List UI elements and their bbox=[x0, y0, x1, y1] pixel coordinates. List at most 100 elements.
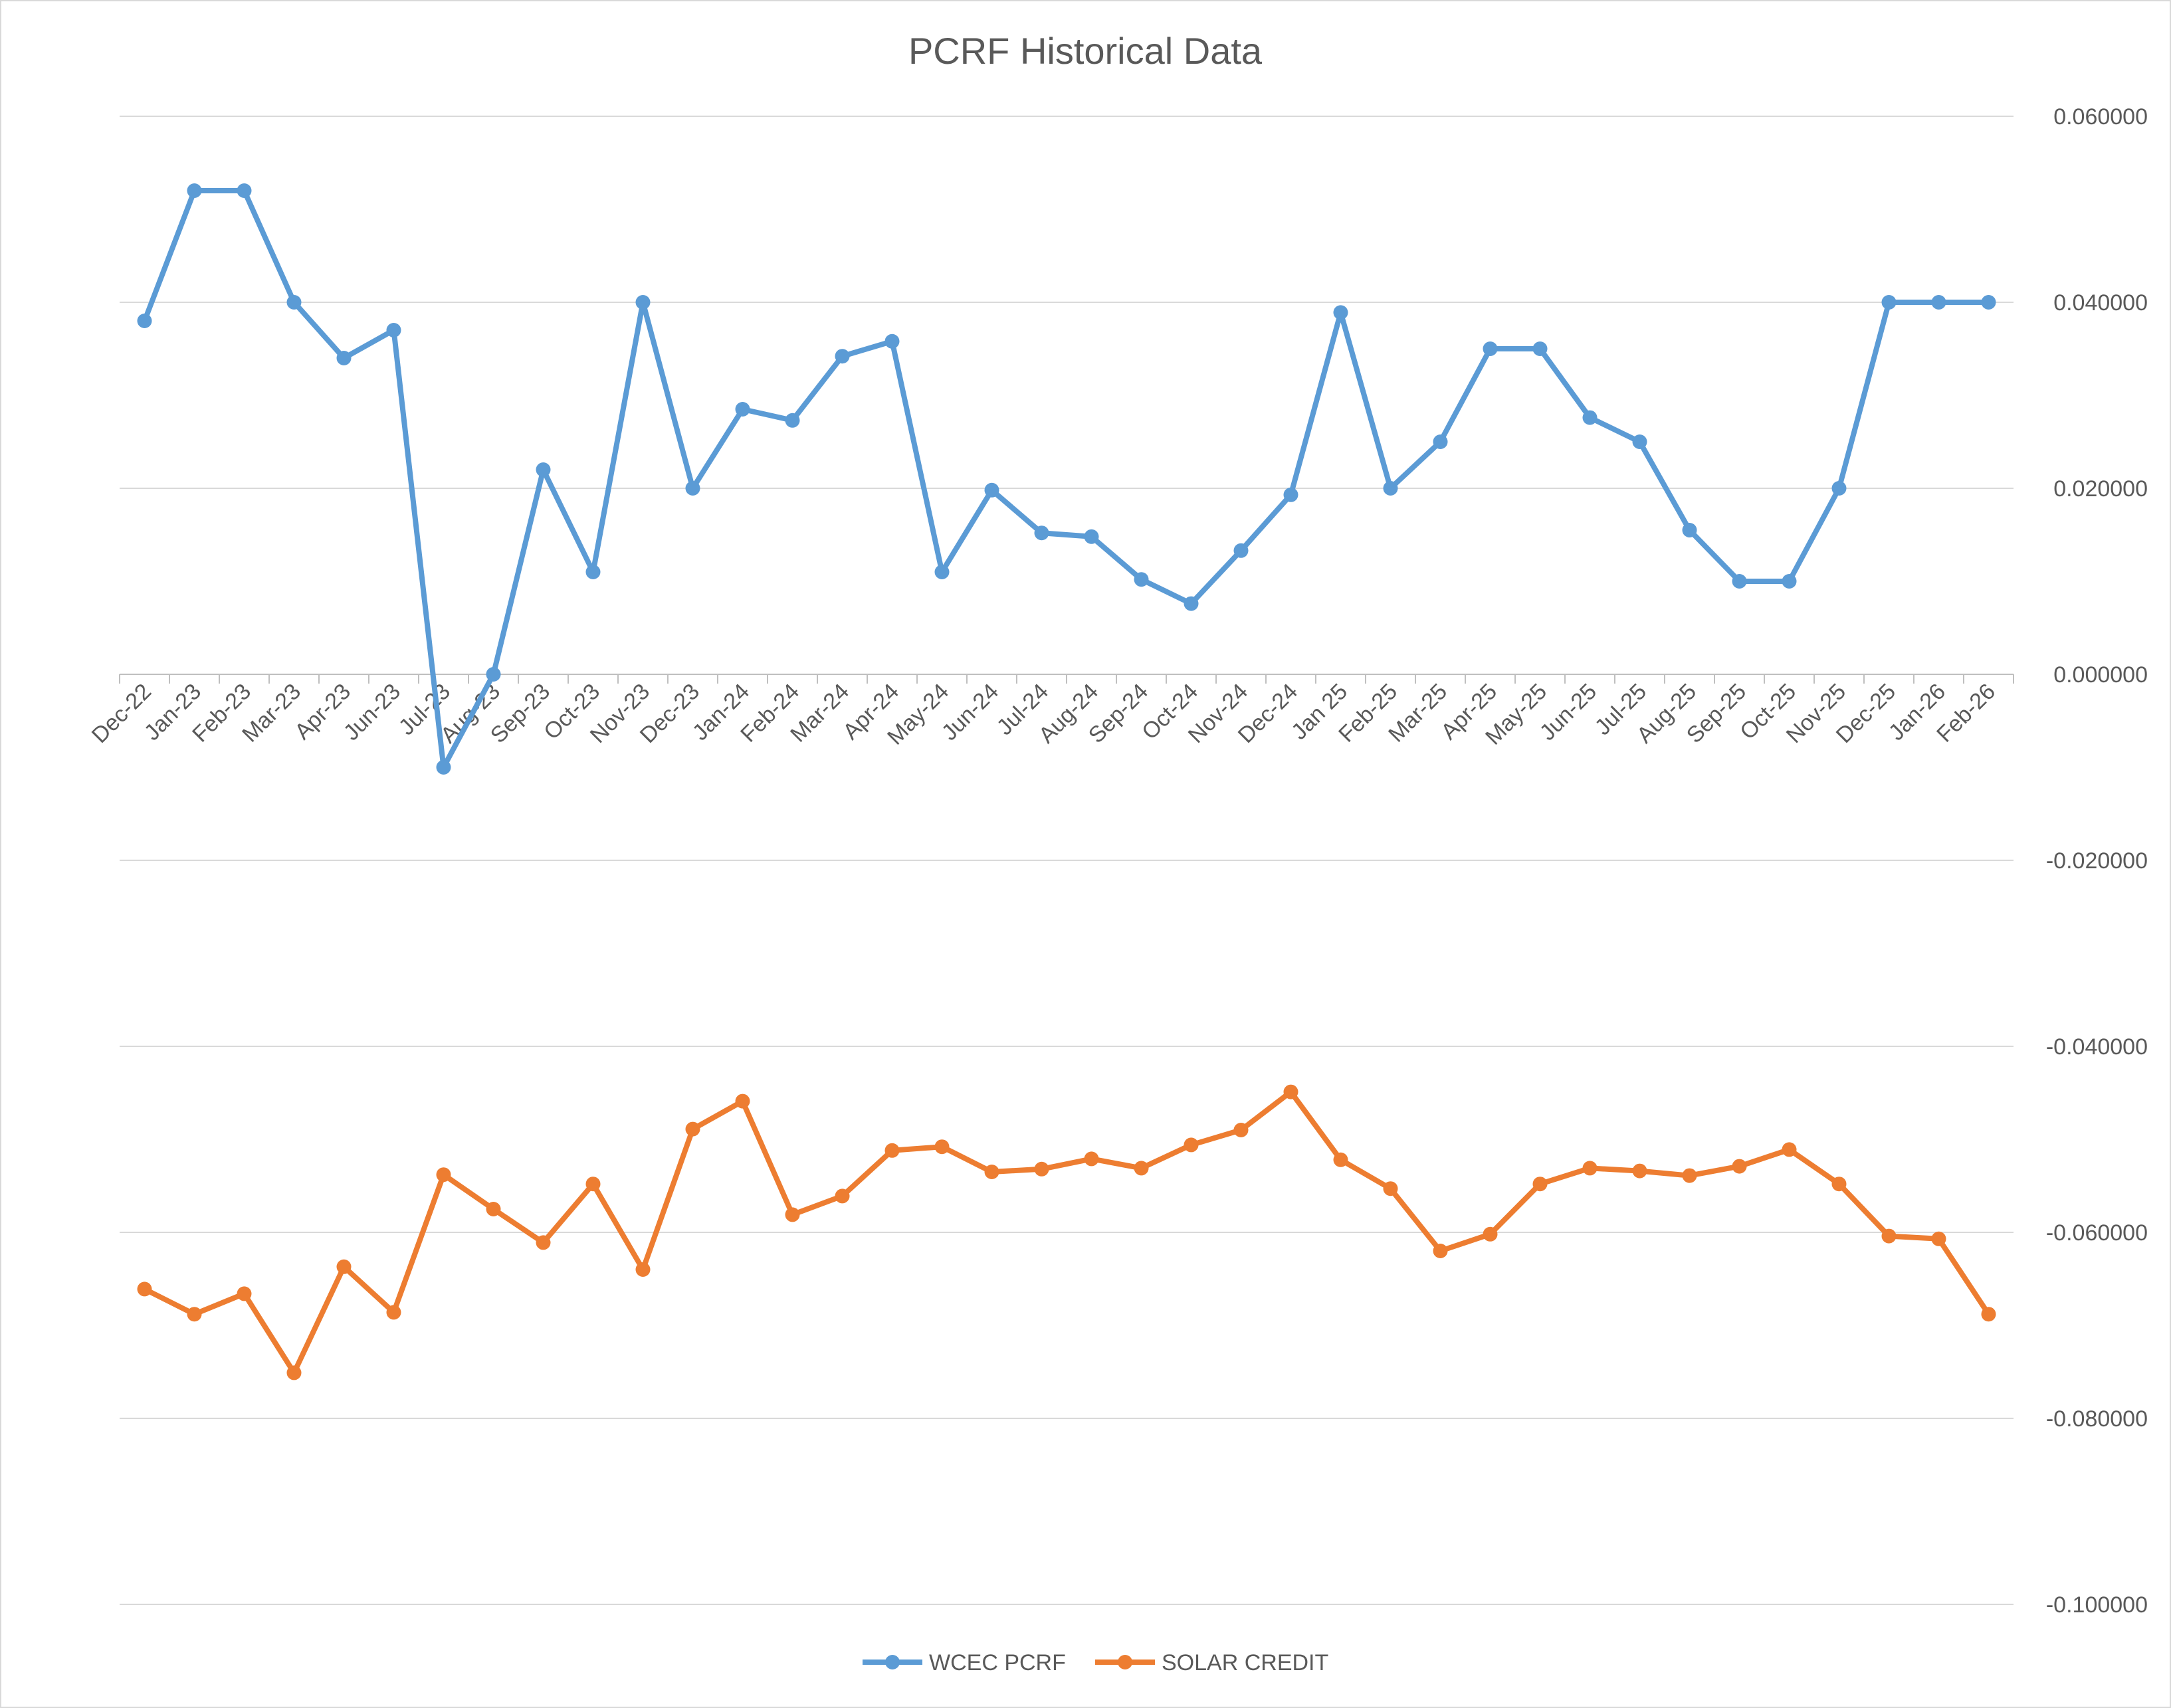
chart-title: PCRF Historical Data bbox=[908, 30, 1263, 72]
data-point bbox=[237, 1286, 252, 1301]
data-point bbox=[1782, 574, 1797, 589]
data-point bbox=[1283, 487, 1298, 502]
series-solar-credit bbox=[137, 1084, 1996, 1380]
legend-marker bbox=[885, 1655, 900, 1669]
y-tick-label: -0.020000 bbox=[2046, 848, 2148, 874]
data-point bbox=[1931, 295, 1946, 310]
data-point bbox=[187, 1307, 202, 1322]
data-point bbox=[1632, 434, 1647, 449]
data-point bbox=[1682, 523, 1697, 537]
data-point bbox=[1233, 543, 1249, 558]
data-point bbox=[635, 1262, 651, 1277]
x-tick-label: Jun-24 bbox=[937, 679, 1003, 745]
data-point bbox=[1433, 434, 1448, 449]
data-point bbox=[1383, 1181, 1398, 1196]
data-point bbox=[1084, 529, 1099, 544]
data-point bbox=[536, 462, 551, 477]
data-point bbox=[386, 323, 401, 337]
data-point bbox=[735, 402, 750, 417]
data-point bbox=[835, 1188, 850, 1204]
y-tick-label: -0.100000 bbox=[2046, 1592, 2148, 1618]
data-point bbox=[1233, 1123, 1249, 1137]
y-tick-label: 0.020000 bbox=[2053, 476, 2148, 502]
data-point bbox=[1283, 1084, 1298, 1099]
data-point bbox=[1134, 1161, 1149, 1176]
data-point bbox=[386, 1305, 401, 1320]
data-point bbox=[286, 1365, 302, 1380]
data-point bbox=[237, 183, 252, 198]
data-point bbox=[835, 349, 850, 364]
data-point bbox=[785, 413, 800, 428]
data-point bbox=[984, 1165, 999, 1179]
data-point bbox=[137, 1281, 152, 1297]
data-point bbox=[585, 1177, 601, 1192]
legend-label: WCEC PCRF bbox=[929, 1650, 1066, 1675]
series-group bbox=[137, 183, 1996, 1380]
data-point bbox=[1582, 410, 1598, 425]
data-point bbox=[1532, 1177, 1548, 1192]
data-point bbox=[1333, 305, 1348, 320]
data-point bbox=[735, 1093, 750, 1109]
legend: WCEC PCRF SOLAR CREDIT bbox=[863, 1650, 1328, 1675]
data-point bbox=[685, 481, 700, 496]
data-point bbox=[934, 565, 950, 579]
series-line bbox=[142, 1089, 1992, 1376]
y-tick-label: 0.040000 bbox=[2053, 290, 2148, 316]
x-tick-label: Jun-25 bbox=[1535, 679, 1602, 745]
data-point bbox=[934, 1139, 950, 1155]
data-point bbox=[1134, 572, 1149, 587]
data-point bbox=[336, 351, 352, 365]
data-point bbox=[1981, 1307, 1996, 1322]
data-point bbox=[585, 565, 601, 579]
legend-item: SOLAR CREDIT bbox=[1095, 1650, 1328, 1675]
data-point bbox=[1532, 341, 1548, 356]
y-tick-label: -0.060000 bbox=[2046, 1220, 2148, 1246]
data-point bbox=[436, 760, 451, 775]
y-tick-label: 0.060000 bbox=[2053, 104, 2148, 130]
data-point bbox=[1931, 1231, 1946, 1246]
data-point bbox=[1483, 341, 1498, 356]
data-point bbox=[187, 183, 202, 198]
data-point bbox=[685, 1121, 700, 1137]
data-point bbox=[785, 1207, 800, 1222]
series-wcec-pcrf bbox=[137, 183, 1996, 775]
y-axis-tick-labels: 0.060000 0.040000 0.020000 0.000000 -0.02000… bbox=[2046, 104, 2148, 1618]
data-point bbox=[436, 1167, 451, 1183]
data-point bbox=[884, 333, 900, 349]
data-point bbox=[1184, 596, 1199, 611]
y-tick-label: 0.000000 bbox=[2053, 662, 2148, 688]
data-point bbox=[1831, 1177, 1847, 1192]
data-point bbox=[1732, 574, 1747, 589]
data-point bbox=[336, 1259, 352, 1274]
x-tick-label: Dec-22 bbox=[87, 679, 156, 748]
data-point bbox=[1831, 481, 1847, 496]
data-point bbox=[635, 295, 651, 310]
data-point bbox=[286, 295, 302, 310]
legend-label: SOLAR CREDIT bbox=[1162, 1650, 1328, 1675]
legend-marker bbox=[1118, 1655, 1132, 1669]
data-point bbox=[486, 667, 501, 682]
data-point bbox=[1632, 1163, 1647, 1179]
series-line bbox=[142, 188, 1992, 770]
y-tick-label: -0.040000 bbox=[2046, 1034, 2148, 1060]
data-point bbox=[1034, 1161, 1049, 1177]
data-point bbox=[1383, 481, 1398, 496]
data-point bbox=[1682, 1168, 1697, 1183]
data-point bbox=[1084, 1151, 1099, 1167]
data-point bbox=[1184, 1137, 1199, 1153]
x-tick-label: Jun-23 bbox=[339, 679, 405, 745]
data-point bbox=[1483, 1226, 1498, 1242]
data-point bbox=[1782, 1142, 1797, 1157]
data-point bbox=[1582, 1161, 1598, 1176]
data-point bbox=[486, 1202, 501, 1216]
data-point bbox=[1732, 1159, 1747, 1174]
data-point bbox=[1881, 295, 1897, 310]
x-axis-tick-labels: Dec-22Jan-23Feb-23Mar-23Apr-23Jun-23Jul-… bbox=[87, 679, 2000, 750]
data-point bbox=[1433, 1244, 1448, 1258]
data-point bbox=[1981, 295, 1996, 310]
data-point bbox=[884, 1143, 900, 1158]
y-tick-label: -0.080000 bbox=[2046, 1406, 2148, 1432]
data-point bbox=[1034, 525, 1049, 541]
